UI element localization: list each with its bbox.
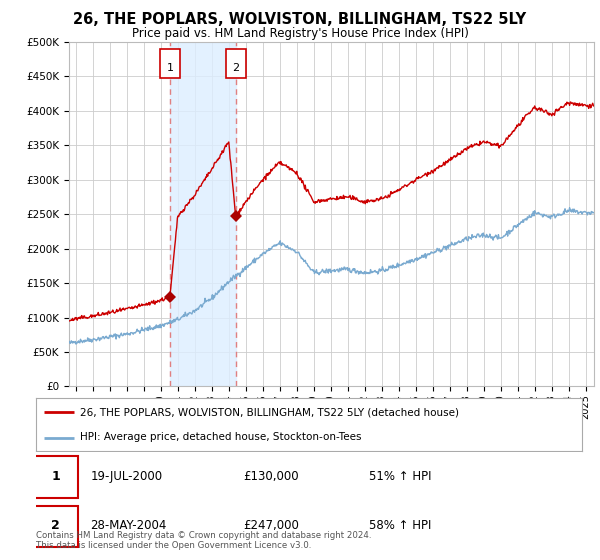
FancyBboxPatch shape [33, 456, 78, 498]
Text: 19-JUL-2000: 19-JUL-2000 [91, 470, 163, 483]
Text: 1: 1 [166, 63, 173, 73]
FancyBboxPatch shape [160, 49, 180, 78]
Bar [170, 42, 236, 386]
Text: 51% ↑ HPI: 51% ↑ HPI [369, 470, 431, 483]
FancyBboxPatch shape [33, 506, 78, 547]
Text: Contains HM Land Registry data © Crown copyright and database right 2024.
This d: Contains HM Land Registry data © Crown c… [36, 530, 371, 550]
Text: 26, THE POPLARS, WOLVISTON, BILLINGHAM, TS22 5LY (detached house): 26, THE POPLARS, WOLVISTON, BILLINGHAM, … [80, 408, 458, 418]
Text: 2: 2 [51, 519, 60, 533]
Text: 2: 2 [232, 63, 239, 73]
Text: £130,000: £130,000 [244, 470, 299, 483]
Text: 28-MAY-2004: 28-MAY-2004 [91, 519, 167, 533]
Text: Price paid vs. HM Land Registry's House Price Index (HPI): Price paid vs. HM Land Registry's House … [131, 27, 469, 40]
Text: 26, THE POPLARS, WOLVISTON, BILLINGHAM, TS22 5LY: 26, THE POPLARS, WOLVISTON, BILLINGHAM, … [73, 12, 527, 27]
FancyBboxPatch shape [226, 49, 245, 78]
Text: HPI: Average price, detached house, Stockton-on-Tees: HPI: Average price, detached house, Stoc… [80, 432, 361, 442]
Text: 1: 1 [51, 470, 60, 483]
Text: 58% ↑ HPI: 58% ↑ HPI [369, 519, 431, 533]
Text: £247,000: £247,000 [244, 519, 299, 533]
